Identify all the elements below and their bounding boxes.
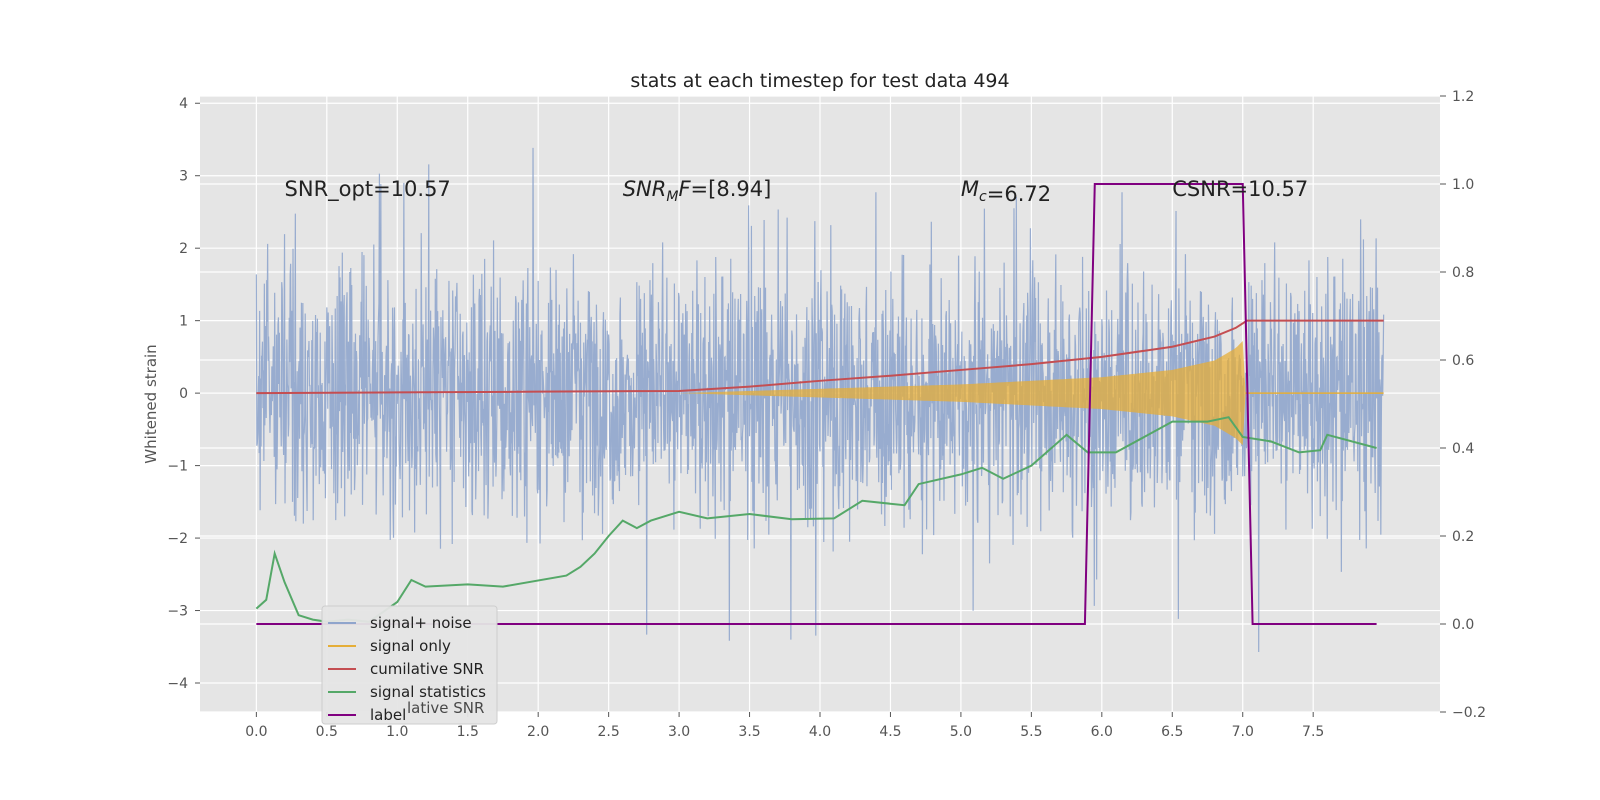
y-tick-label: 2	[179, 241, 188, 257]
x-tick-label: 1.0	[386, 724, 408, 740]
legend-label: signal only	[370, 637, 451, 655]
legend-label: label	[370, 706, 406, 724]
y2-tick-label: 1.0	[1452, 177, 1474, 193]
series-signal-only	[256, 340, 1384, 446]
chirp-band	[256, 340, 1384, 446]
noise-trace	[255, 147, 1385, 652]
x-tick-label: 1.5	[457, 724, 479, 740]
chart-title: stats at each timestep for test data 494	[630, 70, 1009, 92]
y2-tick-label: 0.6	[1452, 353, 1474, 369]
legend-label: signal statistics	[370, 683, 486, 701]
x-tick-label: 6.0	[1091, 724, 1113, 740]
annotations: SNR_opt=10.57 SNRMF=[8.94] Mc=6.72 CSNR=10.…	[285, 177, 1309, 206]
x-tick-label: 0.5	[316, 724, 338, 740]
line-label	[256, 183, 1377, 625]
annotation: CSNR=10.57	[1172, 177, 1308, 201]
y-tick-label: 3	[179, 169, 188, 185]
y2-tick-label: 0.0	[1452, 617, 1474, 633]
x-tick-label: 2.0	[527, 724, 549, 740]
annotation: SNR_opt=10.57	[285, 177, 451, 202]
x-tick-label: 0.0	[245, 724, 267, 740]
y2-tick-label: 1.2	[1452, 89, 1474, 105]
y-tick-label: 1	[179, 314, 188, 330]
y-tick-label: −4	[167, 676, 188, 692]
legend: lative SNR signal+ noise signal only cumila…	[321, 605, 498, 725]
x-tick-label: 4.0	[809, 724, 831, 740]
x-tick-label: 2.5	[598, 724, 620, 740]
y-tick-label: −1	[167, 459, 188, 475]
legend-box	[321, 605, 498, 725]
y2-tick-label: 0.4	[1452, 441, 1474, 457]
x-tick-label: 5.5	[1020, 724, 1042, 740]
y-tick-label: −3	[167, 604, 188, 620]
y-tick-label: −2	[167, 531, 188, 547]
x-tick-label: 7.5	[1302, 724, 1324, 740]
x-tick-label: 4.5	[879, 724, 901, 740]
legend-ghost-text: lative SNR	[407, 699, 484, 717]
axis-ticks: 0.0 0.5 1.0 1.5 2.0 2.5 3.0 3.5 4.0 4.5 5.0 5.5 6.0 6…	[167, 89, 1486, 740]
y2-tick-label: 0.2	[1452, 529, 1474, 545]
y-tick-label: 4	[179, 96, 188, 112]
annotation: SNRMF=[8.94]	[623, 177, 772, 205]
y-axis-label: Whitened strain	[142, 344, 160, 463]
x-tick-label: 5.0	[950, 724, 972, 740]
line-cumilative-snr	[256, 319, 1384, 395]
x-tick-label: 7.0	[1232, 724, 1254, 740]
series-signal-noise	[255, 147, 1385, 652]
y-tick-label: 0	[179, 386, 188, 402]
x-tick-label: 3.5	[738, 724, 760, 740]
x-tick-label: 6.5	[1161, 724, 1183, 740]
x-tick-label: 3.0	[668, 724, 690, 740]
y2-tick-label: 0.8	[1452, 265, 1474, 281]
legend-label: cumilative SNR	[370, 660, 484, 678]
annotation: Mc=6.72	[961, 177, 1051, 206]
legend-label: signal+ noise	[370, 614, 472, 632]
y2-tick-label: −0.2	[1452, 705, 1486, 721]
